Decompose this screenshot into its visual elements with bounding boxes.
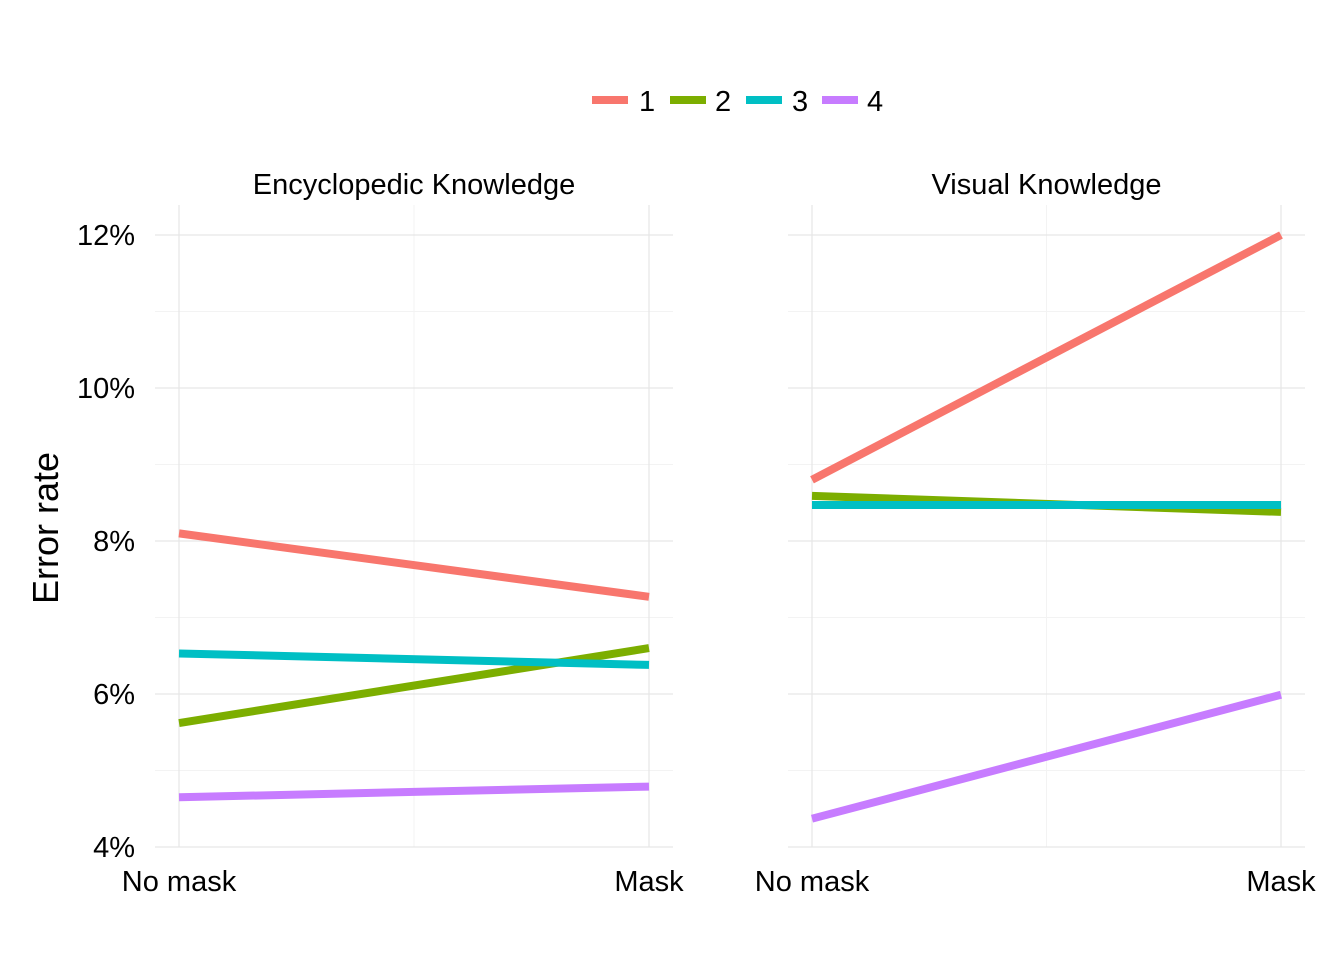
facet-title: Encyclopedic Knowledge bbox=[253, 169, 575, 201]
y-tick-label: 6% bbox=[93, 679, 135, 711]
legend: 1 2 3 4 bbox=[592, 86, 883, 118]
legend-item-1: 1 bbox=[592, 86, 655, 118]
y-axis: 4% 6% 8% 10% 12% bbox=[77, 220, 135, 864]
series-line-1 bbox=[178, 529, 650, 601]
facet-panel: Encyclopedic Knowledge No mask Mask bbox=[122, 169, 684, 898]
legend-label: 3 bbox=[792, 86, 808, 118]
legend-item-3: 3 bbox=[746, 86, 808, 118]
series-line-1 bbox=[810, 231, 1283, 484]
y-axis-title: Error rate bbox=[25, 452, 66, 604]
y-tick-label: 4% bbox=[93, 832, 135, 864]
series-line-3 bbox=[178, 649, 650, 669]
legend-label: 4 bbox=[867, 86, 883, 118]
x-tick-label: No mask bbox=[755, 866, 870, 898]
y-tick-label: 10% bbox=[77, 373, 135, 405]
legend-label: 2 bbox=[715, 86, 731, 118]
x-tick-label: No mask bbox=[122, 866, 237, 898]
series-line-4 bbox=[178, 782, 650, 802]
legend-item-4: 4 bbox=[822, 86, 883, 118]
legend-label: 1 bbox=[639, 86, 655, 118]
series-line-4 bbox=[810, 690, 1283, 823]
facet-title: Visual Knowledge bbox=[931, 169, 1161, 201]
x-tick-label: Mask bbox=[614, 866, 684, 898]
facet-panel: Visual Knowledge No mask Mask bbox=[755, 169, 1316, 898]
legend-item-2: 2 bbox=[670, 86, 731, 118]
y-tick-label: 8% bbox=[93, 526, 135, 558]
x-tick-label: Mask bbox=[1246, 866, 1316, 898]
y-tick-label: 12% bbox=[77, 220, 135, 252]
